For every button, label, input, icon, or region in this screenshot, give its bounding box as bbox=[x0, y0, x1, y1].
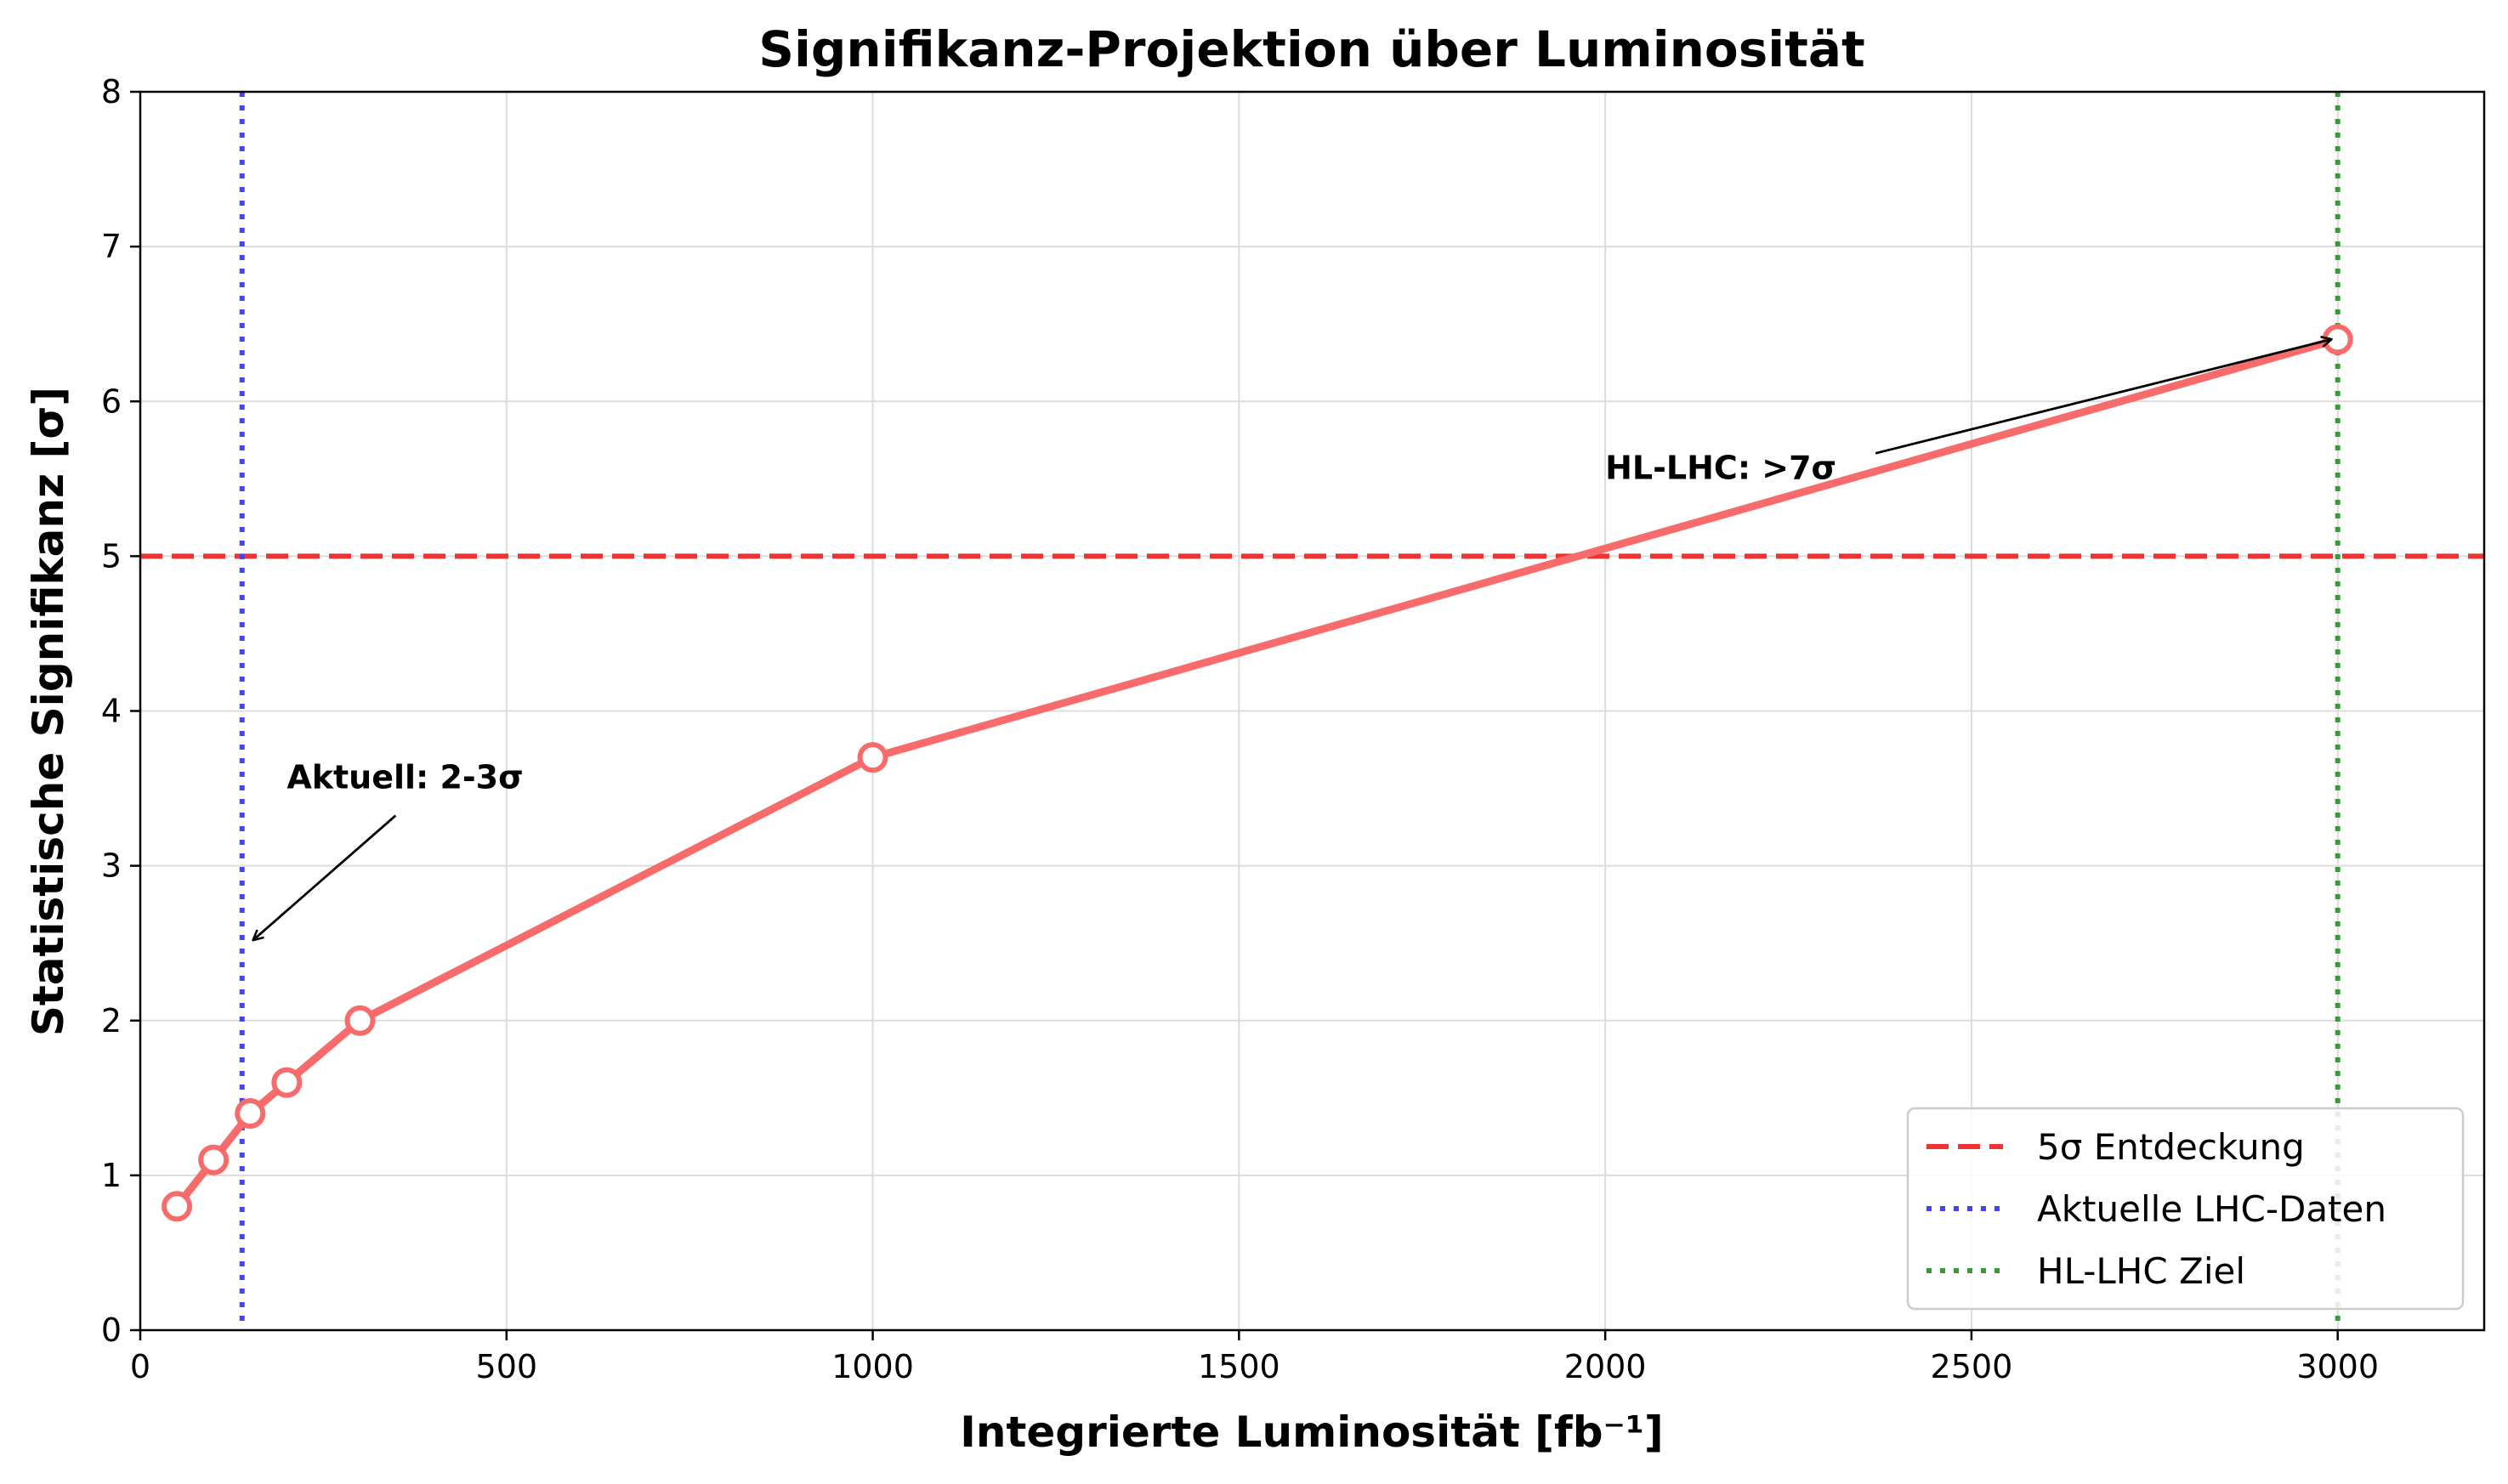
x-tick-label: 2000 bbox=[1564, 1348, 1647, 1385]
x-axis-label: Integrierte Luminosität [fb⁻¹] bbox=[960, 1408, 1663, 1457]
y-tick-label: 1 bbox=[101, 1157, 122, 1194]
data-point bbox=[162, 1191, 193, 1222]
data-point bbox=[857, 742, 888, 773]
x-tick-label: 500 bbox=[476, 1348, 538, 1385]
y-tick-label: 3 bbox=[101, 847, 122, 885]
y-tick-label: 7 bbox=[101, 228, 122, 265]
legend-label-3: HL-LHC Ziel bbox=[2037, 1250, 2245, 1292]
annotation-arrow bbox=[253, 814, 397, 940]
data-point bbox=[235, 1098, 266, 1130]
reference-lines bbox=[140, 92, 2484, 1330]
y-tick-label: 6 bbox=[101, 382, 122, 420]
annotation-text: HL-LHC: >7σ bbox=[1605, 449, 1836, 486]
x-tick-label: 2500 bbox=[1931, 1348, 2013, 1385]
x-tick-label: 0 bbox=[130, 1348, 150, 1385]
data-point bbox=[198, 1144, 230, 1175]
x-tick-label: 3000 bbox=[2296, 1348, 2379, 1385]
data-point bbox=[271, 1067, 303, 1098]
x-tick-label: 1500 bbox=[1198, 1348, 1280, 1385]
y-tick-label: 0 bbox=[101, 1311, 122, 1349]
y-tick-label: 5 bbox=[101, 537, 122, 575]
legend-box bbox=[1906, 1107, 2465, 1311]
annotation-text: Aktuell: 2-3σ bbox=[287, 759, 523, 796]
y-tick-label: 4 bbox=[101, 693, 122, 730]
axis-ticks: 0 500 1000 1500 2000 2500 3000 0 1 2 3 4 5 6 7 8 bbox=[101, 73, 2379, 1385]
chart-title: Signifikanz-Projektion über Luminosität bbox=[758, 20, 1865, 78]
legend-label-2: Aktuelle LHC-Daten bbox=[2037, 1188, 2386, 1230]
y-axis-label: Statistische Signifikanz [σ] bbox=[24, 387, 73, 1036]
legend-label-1: 5σ Entdeckung bbox=[2037, 1126, 2305, 1168]
x-tick-label: 1000 bbox=[831, 1348, 914, 1385]
y-tick-label: 8 bbox=[101, 73, 122, 110]
legend: 5σ Entdeckung Aktuelle LHC-Daten HL-LHC Zi… bbox=[1906, 1107, 2465, 1311]
data-point bbox=[344, 1005, 376, 1036]
annotations: Aktuell: 2-3σ HL-LHC: >7σ bbox=[253, 339, 2330, 939]
y-tick-label: 2 bbox=[101, 1002, 122, 1039]
annotation-arrow bbox=[1875, 339, 2331, 455]
